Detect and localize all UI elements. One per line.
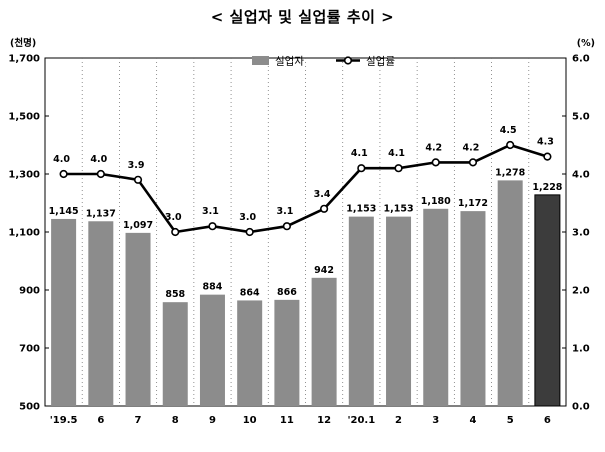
rate-data-label: 3.0 <box>165 212 182 223</box>
y-left-tick-label: 1,700 <box>8 54 40 65</box>
rate-line <box>63 143 548 234</box>
rate-point <box>208 222 217 231</box>
rate-point <box>357 164 366 173</box>
x-tick-label: 6 <box>544 415 551 426</box>
rate-point <box>171 227 180 237</box>
y-left-tick-label: 1,100 <box>8 228 40 239</box>
rate-data-label: 4.0 <box>90 154 107 165</box>
y-right-tick-label: 4.0 <box>572 170 590 181</box>
x-tick-label: '20.1 <box>347 415 375 426</box>
x-tick-label: 10 <box>243 415 257 426</box>
bar <box>348 216 374 406</box>
rate-data-label: 4.3 <box>537 137 554 148</box>
y-right-tick-label: 6.0 <box>572 54 590 65</box>
rate-point <box>431 158 440 167</box>
bar-data-label: 1,228 <box>532 182 562 193</box>
bar-data-label: 1,153 <box>384 204 414 215</box>
rate-data-label: 4.5 <box>500 125 517 136</box>
x-tick-label: 9 <box>209 415 216 426</box>
legend-bar-label: 실업자 <box>275 55 304 68</box>
bar-data-label: 1,145 <box>49 206 79 217</box>
y-left-tick-label: 900 <box>19 286 40 297</box>
bar <box>497 180 523 406</box>
x-tick-label: 8 <box>172 415 179 426</box>
rate-point <box>282 222 291 231</box>
rate-data-label: 4.2 <box>425 142 442 153</box>
rate-point <box>245 227 254 237</box>
bar <box>88 221 114 406</box>
rate-point <box>59 169 68 179</box>
y-right-tick-label: 1.0 <box>572 344 590 355</box>
bar <box>460 211 486 406</box>
bar-data-label: 1,172 <box>458 198 488 209</box>
bar-data-label: 866 <box>277 287 297 298</box>
x-tick-label: 4 <box>469 415 476 426</box>
rate-point <box>96 169 105 179</box>
rate-data-label: 4.1 <box>388 148 405 159</box>
y-right-unit: (%) <box>577 38 595 49</box>
rate-point <box>468 158 478 167</box>
bar-data-label: 1,153 <box>346 204 376 215</box>
bar <box>125 232 151 406</box>
bar <box>386 216 412 406</box>
x-tick-label: 11 <box>280 415 294 426</box>
x-tick-label: '19.5 <box>50 415 78 426</box>
rate-data-label: 4.0 <box>53 154 70 165</box>
x-tick-label: 3 <box>432 415 439 426</box>
rate-point <box>320 204 329 213</box>
bar-data-label: 1,180 <box>421 196 451 207</box>
y-left-tick-label: 700 <box>19 344 40 355</box>
bar <box>162 302 188 406</box>
rate-data-label: 3.1 <box>276 206 293 217</box>
y-right-tick-label: 2.0 <box>572 286 590 297</box>
y-right-tick-label: 5.0 <box>572 112 590 123</box>
rate-point <box>394 164 403 173</box>
x-tick-label: 7 <box>135 415 142 426</box>
rate-data-label: 3.1 <box>202 206 219 217</box>
bar <box>311 277 337 406</box>
bar <box>51 218 77 406</box>
chart-title: < 실업자 및 실업률 추이 > <box>210 8 395 26</box>
rate-point <box>506 140 515 150</box>
bar-data-label: 1,278 <box>495 167 525 178</box>
legend-line-label: 실업률 <box>366 55 395 68</box>
y-left-tick-label: 1,300 <box>8 170 40 181</box>
bar-data-label: 864 <box>240 287 260 298</box>
rate-data-label: 3.0 <box>239 212 256 223</box>
bar <box>199 294 225 406</box>
x-tick-label: 6 <box>97 415 104 426</box>
y-left-tick-label: 500 <box>19 402 40 413</box>
bar-data-label: 1,097 <box>123 220 153 231</box>
rate-data-label: 3.9 <box>128 160 145 171</box>
y-right-tick-label: 0.0 <box>572 402 590 413</box>
bar-data-label: 858 <box>165 289 185 300</box>
bar <box>423 208 449 406</box>
x-tick-label: 5 <box>507 415 514 426</box>
x-tick-label: 2 <box>395 415 402 426</box>
bar-data-label: 884 <box>203 282 223 293</box>
bar <box>534 194 561 407</box>
legend-bar-swatch <box>252 56 269 65</box>
y-left-tick-label: 1,500 <box>8 112 40 123</box>
bar <box>237 300 263 406</box>
rate-data-label: 3.4 <box>314 189 331 200</box>
rate-point <box>543 152 552 161</box>
bar-data-label: 942 <box>314 265 334 276</box>
rate-data-label: 4.1 <box>351 148 368 159</box>
legend-line-marker <box>343 56 353 65</box>
x-tick-label: 12 <box>317 415 331 426</box>
rate-point <box>133 175 143 184</box>
bar <box>274 299 300 406</box>
y-right-tick-label: 3.0 <box>572 228 590 239</box>
bar-data-label: 1,137 <box>86 208 116 219</box>
y-left-unit: (천명) <box>10 37 36 49</box>
rate-data-label: 4.2 <box>463 142 480 153</box>
